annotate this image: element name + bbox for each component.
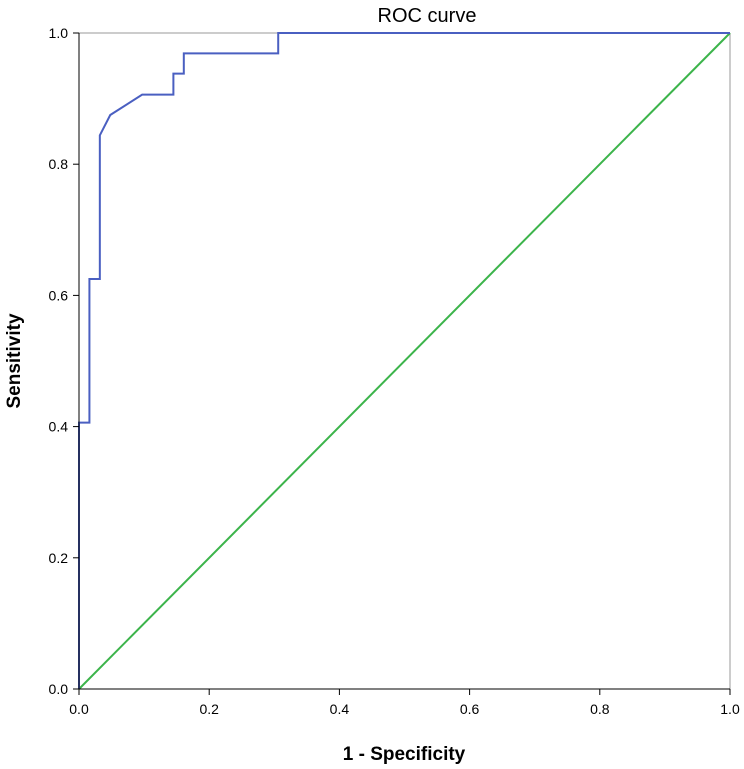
x-tick-label: 0.0 (69, 701, 89, 717)
y-tick-label: 0.6 (49, 287, 69, 303)
diagonal-reference-line (78, 32, 731, 690)
y-tick-label: 0.8 (49, 156, 69, 172)
y-tick-label: 0.4 (49, 419, 69, 435)
x-tick-label: 0.4 (330, 701, 350, 717)
y-tick-label: 0.0 (49, 681, 69, 697)
series-layer (78, 32, 731, 690)
y-tick-label: 0.2 (49, 550, 69, 566)
chart-title: ROC curve (378, 5, 477, 27)
x-axis-title: 1 - Specificity (343, 744, 466, 765)
x-axis-ticks: 0.0 0.2 0.4 0.6 0.8 1.0 (69, 689, 740, 717)
x-tick-label: 0.2 (199, 701, 219, 717)
x-tick-label: 1.0 (720, 701, 740, 717)
y-axis-title: Sensitivity (4, 313, 25, 408)
x-tick-label: 0.6 (460, 701, 480, 717)
y-axis-ticks: 0.0 0.2 0.4 0.6 0.8 1.0 (49, 25, 79, 697)
roc-curve-line (78, 32, 730, 689)
x-tick-label: 0.8 (590, 701, 610, 717)
y-tick-label: 1.0 (49, 25, 69, 41)
